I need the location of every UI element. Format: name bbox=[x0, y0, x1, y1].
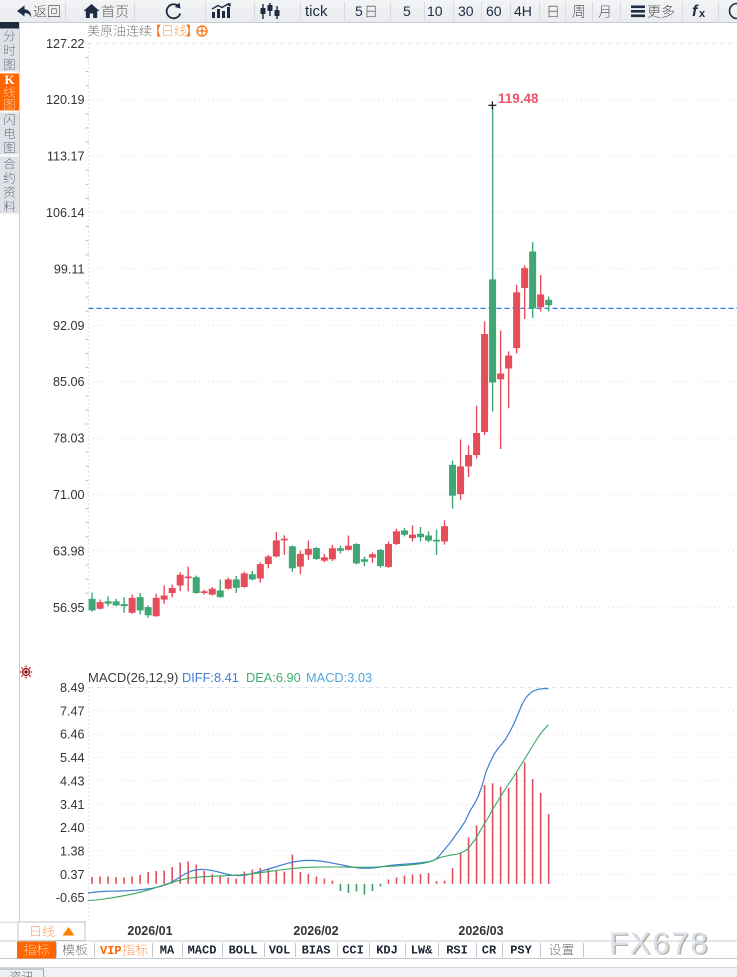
svg-text:FX678: FX678 bbox=[611, 927, 711, 962]
svg-text:-0.65: -0.65 bbox=[56, 891, 85, 905]
svg-text:106.14: 106.14 bbox=[46, 206, 85, 220]
svg-text:6.46: 6.46 bbox=[60, 728, 85, 742]
svg-text:120.19: 120.19 bbox=[46, 93, 85, 107]
svg-text:4.43: 4.43 bbox=[60, 774, 85, 788]
svg-text:30: 30 bbox=[458, 3, 474, 19]
svg-text:92.09: 92.09 bbox=[53, 319, 85, 333]
svg-text:BIAS: BIAS bbox=[302, 944, 331, 958]
svg-text:DEA:6.90: DEA:6.90 bbox=[246, 670, 301, 685]
svg-text:7.47: 7.47 bbox=[60, 704, 85, 718]
svg-text:KDJ: KDJ bbox=[376, 944, 398, 958]
svg-text:71.00: 71.00 bbox=[53, 488, 85, 502]
svg-text:1.38: 1.38 bbox=[60, 844, 85, 858]
svg-text:MACD: MACD bbox=[188, 944, 217, 958]
svg-text:5.44: 5.44 bbox=[60, 751, 85, 765]
svg-text:BOLL: BOLL bbox=[229, 944, 258, 958]
svg-text:DIFF:8.41: DIFF:8.41 bbox=[182, 670, 239, 685]
svg-text:CCI: CCI bbox=[342, 944, 364, 958]
svg-text:MA: MA bbox=[160, 944, 175, 958]
svg-text:5: 5 bbox=[355, 3, 363, 19]
svg-text:x: x bbox=[699, 8, 706, 20]
svg-text:2.40: 2.40 bbox=[60, 821, 85, 835]
svg-text:K: K bbox=[4, 72, 15, 87]
svg-text:8.49: 8.49 bbox=[60, 681, 85, 695]
svg-text:0.37: 0.37 bbox=[60, 868, 85, 882]
svg-text:56.95: 56.95 bbox=[53, 601, 85, 615]
svg-text:MACD(26,12,9): MACD(26,12,9) bbox=[88, 670, 178, 685]
svg-text:f: f bbox=[692, 3, 699, 20]
svg-text:63.98: 63.98 bbox=[53, 544, 85, 558]
svg-text:60: 60 bbox=[486, 3, 502, 19]
svg-text:127.22: 127.22 bbox=[46, 37, 85, 51]
svg-text:RSI: RSI bbox=[446, 944, 468, 958]
svg-text:119.48: 119.48 bbox=[498, 91, 539, 106]
svg-text:2026/03: 2026/03 bbox=[458, 924, 503, 938]
svg-text:99.11: 99.11 bbox=[54, 262, 85, 276]
svg-text:4H: 4H bbox=[514, 3, 532, 19]
svg-text:85.06: 85.06 bbox=[53, 375, 85, 389]
svg-text:VOL: VOL bbox=[269, 944, 291, 958]
svg-text:MACD:3.03: MACD:3.03 bbox=[306, 670, 372, 685]
svg-text:78.03: 78.03 bbox=[53, 432, 85, 446]
svg-text:3.41: 3.41 bbox=[60, 798, 85, 812]
svg-text:113.17: 113.17 bbox=[47, 150, 85, 164]
svg-text:CR: CR bbox=[482, 944, 497, 958]
svg-text:FX678: FX678 bbox=[609, 926, 709, 961]
svg-text:10: 10 bbox=[427, 3, 443, 19]
svg-text:5: 5 bbox=[403, 3, 411, 19]
svg-text:2026/01: 2026/01 bbox=[127, 924, 172, 938]
svg-text:tick: tick bbox=[305, 3, 328, 20]
svg-text:PSY: PSY bbox=[510, 944, 532, 958]
svg-text:LW&: LW& bbox=[411, 944, 433, 958]
svg-text:2026/02: 2026/02 bbox=[293, 924, 338, 938]
svg-text:VIP: VIP bbox=[100, 944, 122, 958]
